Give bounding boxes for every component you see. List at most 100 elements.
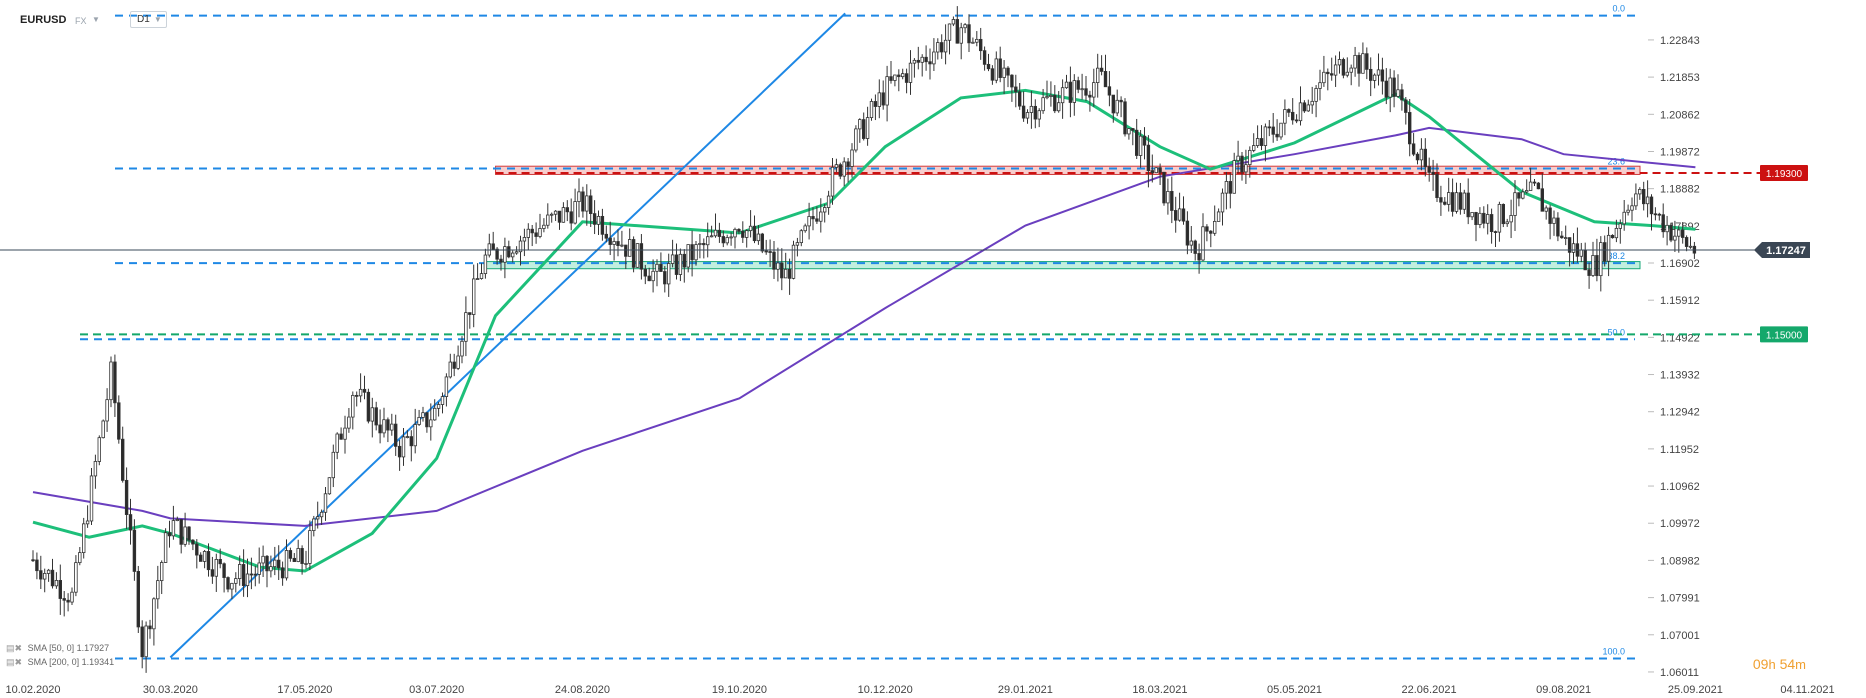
candle-body: [1443, 201, 1447, 205]
x-tick-label: 05.05.2021: [1267, 684, 1322, 696]
candle-body: [323, 493, 328, 513]
candle-body: [1115, 99, 1119, 114]
candle-body: [1213, 221, 1217, 234]
candle-body: [1517, 192, 1521, 199]
candle-body: [1236, 155, 1240, 161]
candle-body: [986, 63, 991, 70]
candle-body: [1571, 243, 1576, 253]
candle-body: [971, 41, 975, 44]
candle-body: [1513, 192, 1517, 216]
candle-body: [1587, 269, 1591, 276]
candle-body: [1415, 153, 1420, 161]
candle-body: [1505, 221, 1509, 225]
candle-body: [538, 228, 542, 237]
candle-body: [752, 225, 757, 242]
candle-body: [616, 241, 620, 246]
price-level-tag: [1760, 326, 1808, 343]
candle-body: [487, 243, 491, 256]
candle-body: [686, 244, 690, 268]
candle-body: [1076, 80, 1080, 90]
instrument-type-label: FX: [75, 16, 87, 26]
candle-body: [1486, 214, 1490, 224]
candle-body: [667, 263, 671, 285]
indicator-sma200-label: SMA [200, 0]: [27, 657, 80, 667]
candle-body: [834, 164, 839, 168]
candle-body: [663, 271, 667, 285]
candle-body: [1357, 54, 1361, 74]
candle-body: [148, 625, 152, 630]
x-tick-label: 22.06.2021: [1402, 684, 1457, 696]
candle-body: [1431, 171, 1435, 175]
y-tick-label: 1.11952: [1660, 444, 1699, 456]
fib-level-label: 100.0: [1602, 646, 1625, 656]
candle-body: [144, 625, 148, 658]
candle-body: [253, 573, 257, 576]
indicator-sma50[interactable]: ▤✖ SMA [50, 0] 1.17927: [6, 643, 109, 654]
candle-body: [1653, 213, 1658, 216]
candle-body: [1209, 230, 1213, 234]
indicator-settings-icon[interactable]: ▤✖: [6, 657, 23, 667]
candle-body: [288, 550, 293, 559]
candle-body: [136, 571, 140, 628]
candle-body: [1154, 167, 1158, 174]
candle-body: [1684, 237, 1689, 247]
candle-body: [1595, 255, 1599, 277]
candle-body: [1185, 220, 1190, 246]
candle-body: [639, 243, 644, 270]
timeframe-dropdown-icon: ▼: [153, 15, 162, 24]
candle-body: [846, 161, 850, 167]
candle-body: [366, 391, 371, 422]
candle-body: [694, 244, 698, 261]
candle-body: [772, 251, 776, 270]
candle-body: [1528, 181, 1533, 191]
candle-body: [670, 254, 675, 264]
candle-body: [1622, 211, 1626, 225]
candle-body: [830, 166, 835, 197]
candle-body: [265, 555, 269, 572]
candle-body: [1645, 196, 1650, 205]
candle-body: [979, 38, 983, 52]
candle-body: [230, 582, 234, 590]
current-price-tag: [1754, 242, 1810, 259]
candle-body: [452, 361, 456, 369]
candle-body: [1150, 170, 1154, 174]
timeframe-selector[interactable]: D1 ▼: [130, 11, 167, 28]
candle-body: [975, 38, 979, 43]
candle-body: [557, 210, 562, 223]
y-tick-label: 1.22843: [1660, 35, 1700, 47]
x-tick-label: 25.09.2021: [1668, 684, 1723, 696]
y-tick-label: 1.08982: [1660, 555, 1700, 567]
candle-body: [1638, 188, 1642, 195]
candle-body: [589, 195, 593, 215]
candle-body: [826, 195, 831, 208]
candle-body: [1447, 192, 1451, 205]
candle-body: [1033, 105, 1037, 120]
candle-body: [1337, 59, 1342, 66]
candle-body: [897, 74, 901, 78]
timer-minutes: 54: [1779, 656, 1796, 672]
candle-body: [1392, 77, 1396, 97]
candle-body: [1345, 71, 1349, 76]
indicator-settings-icon[interactable]: ▤✖: [6, 643, 23, 653]
candle-body: [1224, 181, 1229, 194]
candle-body: [1306, 104, 1310, 112]
candle-body: [1314, 88, 1318, 102]
candle-body: [1482, 212, 1486, 224]
candle-body: [912, 59, 917, 64]
indicator-sma200[interactable]: ▤✖ SMA [200, 0] 1.19341: [6, 657, 114, 668]
candle-body: [1302, 102, 1307, 112]
candle-body: [374, 407, 378, 426]
y-tick-label: 1.21853: [1660, 72, 1700, 84]
candle-body: [507, 246, 511, 258]
candle-body: [1661, 214, 1665, 233]
symbol-dropdown-icon[interactable]: ▼: [92, 15, 100, 24]
candle-body: [1205, 226, 1209, 232]
candle-body: [1642, 188, 1646, 205]
candle-body: [1454, 192, 1459, 212]
candle-body: [1599, 242, 1603, 277]
candle-body: [1376, 69, 1381, 76]
y-tick-label: 1.16902: [1660, 258, 1700, 270]
symbol-label: EURUSD: [20, 14, 67, 26]
candle-body: [1419, 148, 1424, 161]
